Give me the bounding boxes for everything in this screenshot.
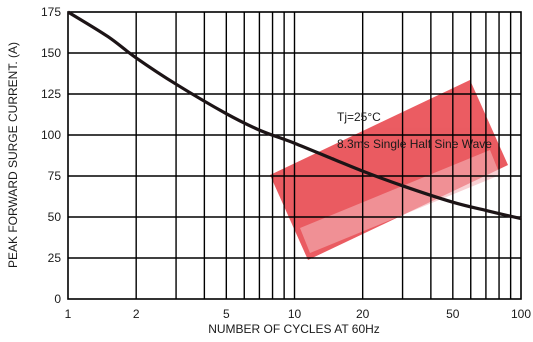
x-tick-label: 10: [288, 307, 302, 321]
plot-frame: [67, 11, 522, 300]
annotation-temperature: Tj=25°C: [337, 110, 381, 124]
x-tick-label: 50: [446, 307, 460, 321]
annotation-waveform: 8.3ms Single Half Sine Wave: [337, 137, 492, 151]
y-tick-label: 0: [54, 292, 61, 306]
watermark-logo: [270, 80, 508, 260]
surge-curve: [67, 10, 522, 221]
x-tick-labels: 1 2 5 10 20 50 100: [65, 307, 532, 321]
y-tick-label: 150: [41, 46, 61, 60]
x-tick-label: 5: [223, 307, 230, 321]
y-tick-label: 100: [41, 128, 61, 142]
x-axis-label: NUMBER OF CYCLES AT 60Hz: [208, 322, 380, 336]
x-tick-label: 2: [133, 307, 140, 321]
y-tick-label: 25: [48, 251, 62, 265]
grid: [68, 12, 521, 299]
y-tick-label: 125: [41, 87, 61, 101]
x-tick-label: 1: [65, 307, 72, 321]
y-tick-labels: 0 25 50 75 100 125 150 175: [41, 5, 61, 306]
y-axis-label: PEAK FORWARD SURGE CURRENT. (A): [6, 42, 20, 268]
x-tick-label: 20: [356, 307, 370, 321]
y-tick-label: 75: [48, 169, 62, 183]
y-tick-label: 175: [41, 5, 61, 19]
x-tick-label: 100: [511, 307, 531, 321]
y-tick-label: 50: [48, 210, 62, 224]
